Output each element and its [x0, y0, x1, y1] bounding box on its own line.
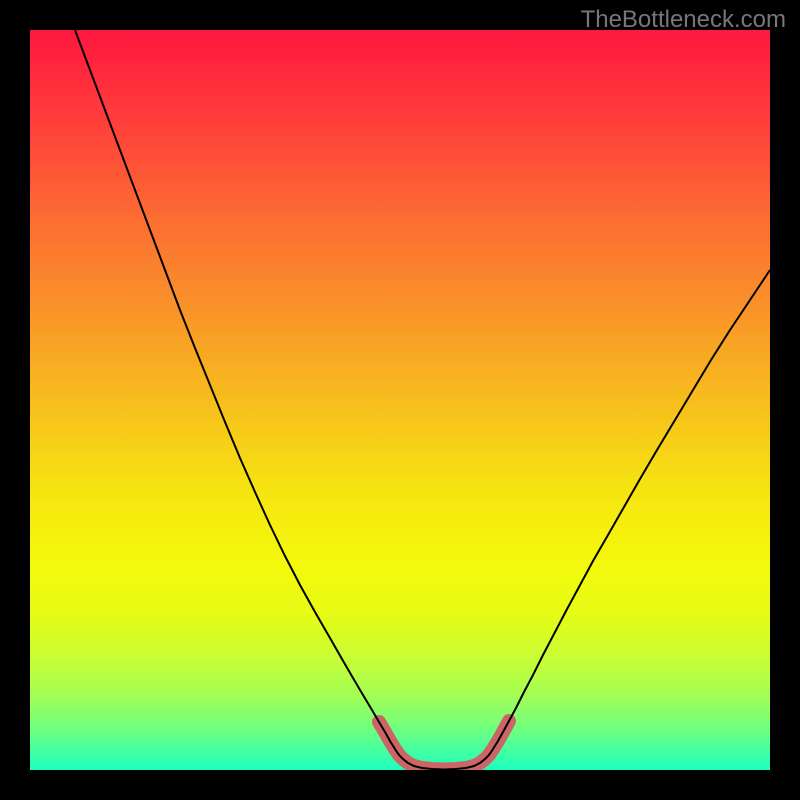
plot-area [30, 30, 770, 770]
chart-container: TheBottleneck.com [0, 0, 800, 800]
gradient-background [30, 30, 770, 770]
bottleneck-curve-chart [30, 30, 770, 770]
watermark-text: TheBottleneck.com [581, 6, 786, 34]
